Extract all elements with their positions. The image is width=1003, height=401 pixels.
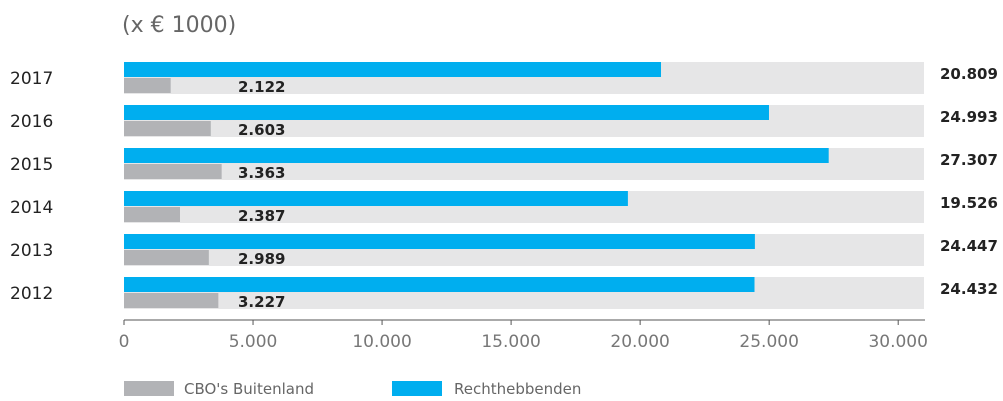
data-label-rechthebbenden: 24.447: [940, 237, 998, 255]
x-tick-label: 25.000: [739, 332, 798, 352]
data-label-rechthebbenden: 19.526: [940, 194, 998, 212]
x-tick-label: 20.000: [610, 332, 669, 352]
bar-cbos-buitenland: [124, 293, 219, 308]
bar-cbos-buitenland: [124, 164, 222, 179]
x-tick-label: 30.000: [868, 332, 927, 352]
y-tick-label: 2016: [10, 112, 53, 132]
data-label-rechthebbenden: 24.993: [940, 108, 998, 126]
data-label-rechthebbenden: 27.307: [940, 151, 998, 169]
x-tick-label: 10.000: [352, 332, 411, 352]
unit-label: (x € 1000): [122, 13, 236, 38]
bar-rechthebbenden: [124, 62, 662, 77]
legend-label-rechthebbenden: Rechthebbenden: [454, 380, 581, 398]
y-tick-label: 2014: [10, 198, 53, 218]
legend: CBO's Buitenland Rechthebbenden: [124, 380, 581, 398]
x-tick-label: 5.000: [229, 332, 278, 352]
y-tick-label: 2015: [10, 155, 53, 175]
data-label-cbos-buitenland: 2.122: [238, 78, 285, 96]
data-label-cbos-buitenland: 3.363: [238, 164, 285, 182]
y-tick-label: 2012: [10, 284, 53, 304]
chart-rows: 2017 20.809 2.122 2016 24.993 2.603 2015 27.307…: [10, 62, 998, 311]
bar-rechthebbenden: [124, 234, 755, 249]
legend-label-cbos-buitenland: CBO's Buitenland: [184, 380, 314, 398]
bar-rechthebbenden: [124, 277, 755, 292]
bar-cbos-buitenland: [124, 78, 171, 93]
data-label-cbos-buitenland: 3.227: [238, 293, 285, 311]
y-tick-label: 2017: [10, 69, 53, 89]
data-label-cbos-buitenland: 2.989: [238, 250, 285, 268]
bar-cbos-buitenland: [124, 207, 180, 222]
y-tick-label: 2013: [10, 241, 53, 261]
x-tick-label: 0: [119, 332, 130, 352]
data-label-rechthebbenden: 24.432: [940, 280, 998, 298]
bar-rechthebbenden: [124, 191, 628, 206]
legend-swatch-rechthebbenden: [392, 381, 442, 396]
bar-rechthebbenden: [124, 105, 769, 120]
data-label-rechthebbenden: 20.809: [940, 65, 998, 83]
bar-rechthebbenden: [124, 148, 829, 163]
legend-swatch-cbos-buitenland: [124, 381, 174, 396]
x-tick-label: 15.000: [481, 332, 540, 352]
data-label-cbos-buitenland: 2.603: [238, 121, 285, 139]
data-label-cbos-buitenland: 2.387: [238, 207, 285, 225]
x-axis: 0 5.000 10.000 15.000 20.000 25.000 30.000: [119, 319, 928, 352]
bar-cbos-buitenland: [124, 121, 211, 136]
bar-cbos-buitenland: [124, 250, 209, 265]
